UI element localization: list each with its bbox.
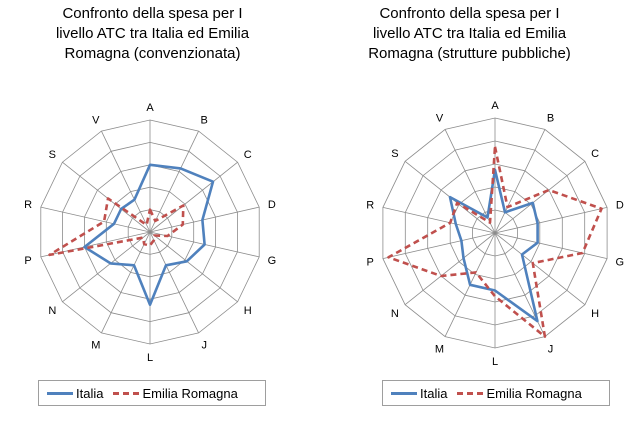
axis-label-P: P: [367, 257, 374, 269]
chart-panel-right: Confronto della spesa per I livello ATC …: [317, 0, 634, 423]
series-line-italia: [83, 163, 215, 307]
axis-label-G: G: [268, 255, 277, 267]
grid-spoke: [382, 207, 496, 234]
legend: Italia Emilia Romagna: [382, 380, 610, 406]
legend-item-italia: Italia: [47, 386, 103, 401]
grid-spoke: [149, 161, 238, 233]
legend-label-italia: Italia: [420, 385, 448, 401]
axis-label-R: R: [24, 199, 32, 211]
axis-label-D: D: [268, 199, 276, 211]
legend-swatch-italia: [47, 391, 73, 395]
series-line-italia: [448, 168, 539, 323]
grid-spoke: [404, 232, 496, 306]
axis-label-M: M: [435, 343, 444, 355]
legend: Italia Emilia Romagna: [38, 380, 266, 406]
axis-label-B: B: [201, 114, 208, 126]
grid-spoke: [494, 160, 586, 234]
series-line-emilia-romagna: [387, 145, 603, 338]
grid-spoke: [494, 207, 608, 234]
axis-label-J: J: [201, 340, 207, 352]
axis-label-C: C: [591, 148, 599, 160]
axis-label-D: D: [616, 200, 624, 212]
radar-chart: A B C D G H J L M N P R S V: [24, 102, 277, 364]
axis-label-A: A: [491, 100, 499, 112]
chart-title: Confronto della spesa per I livello ATC …: [55, 5, 250, 62]
axis-label-L: L: [492, 356, 498, 368]
grid-spoke: [101, 130, 151, 233]
axis-label-S: S: [391, 148, 398, 160]
legend-label-emilia-romagna: Emilia Romagna: [486, 385, 582, 401]
axis-label-R: R: [366, 200, 374, 212]
axis-label-V: V: [436, 113, 444, 125]
grid-spoke: [40, 206, 151, 233]
axis-label-H: H: [591, 308, 599, 320]
chart-title: Confronto della spesa per I livello ATC …: [368, 5, 571, 62]
legend-swatch-emilia-romagna: [457, 391, 484, 395]
axis-label-C: C: [244, 149, 252, 161]
grid-spoke: [382, 232, 496, 259]
grid-spoke: [494, 129, 546, 234]
axis-label-A: A: [146, 102, 154, 114]
axis-label-S: S: [49, 149, 56, 161]
legend-item-emilia-romagna: Emilia Romagna: [457, 385, 582, 401]
grid-spoke: [149, 231, 238, 303]
grid-spoke: [149, 231, 199, 334]
legend-item-emilia-romagna: Emilia Romagna: [113, 385, 238, 401]
legend-label-italia: Italia: [76, 385, 104, 401]
axis-label-N: N: [48, 305, 56, 317]
axis-label-L: L: [147, 352, 153, 364]
legend-swatch-italia: [391, 391, 417, 395]
axis-label-P: P: [24, 255, 31, 267]
radar-chart: A B C D G H J L M N P R S V: [366, 100, 625, 368]
legend-label-emilia-romagna: Emilia Romagna: [142, 385, 238, 401]
axis-label-N: N: [391, 308, 399, 320]
axis-label-G: G: [616, 257, 625, 269]
grid-spoke: [494, 232, 608, 259]
legend-item-italia: Italia: [391, 386, 447, 401]
axis-label-M: M: [91, 340, 100, 352]
series-line-emilia-romagna: [48, 197, 185, 257]
grid-spoke: [62, 231, 151, 303]
grid-spoke: [101, 231, 151, 334]
axis-label-V: V: [92, 114, 100, 126]
axis-label-H: H: [244, 305, 252, 317]
grid-spoke: [62, 161, 151, 233]
axis-label-B: B: [547, 113, 554, 125]
grid-spoke: [149, 206, 260, 233]
grid-spoke: [494, 232, 586, 306]
chart-panel-left: Confronto della spesa per I livello ATC …: [24, 5, 277, 406]
axis-label-J: J: [548, 343, 554, 355]
legend-swatch-emilia-romagna: [113, 391, 140, 395]
grid-spoke: [149, 130, 199, 233]
